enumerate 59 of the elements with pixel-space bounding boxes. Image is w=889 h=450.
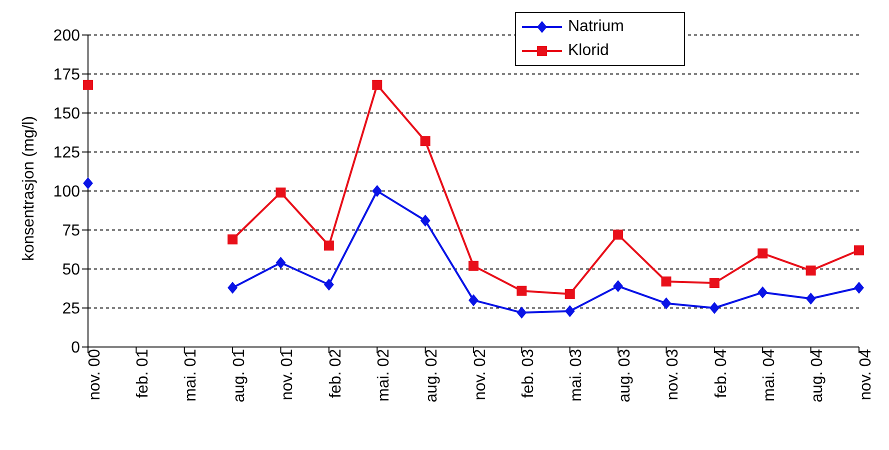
x-tick-label: feb. 02 bbox=[327, 348, 344, 398]
point bbox=[564, 305, 575, 318]
point bbox=[806, 266, 816, 276]
point bbox=[613, 280, 624, 292]
x-tick-label: aug. 03 bbox=[616, 348, 634, 402]
point bbox=[420, 214, 430, 227]
x-tick-label: feb. 03 bbox=[520, 348, 538, 398]
point bbox=[276, 256, 286, 269]
point bbox=[516, 286, 527, 296]
point bbox=[276, 188, 286, 198]
x-tick-label: aug. 04 bbox=[809, 348, 826, 402]
x-tick-label: nov. 03 bbox=[664, 348, 682, 400]
y-tick-label: 175 bbox=[53, 66, 80, 84]
x-tick-label: mai. 01 bbox=[182, 348, 200, 402]
y-tick-label: 200 bbox=[53, 28, 80, 45]
x-tick-label: nov. 04 bbox=[857, 348, 874, 400]
legend-label: Klorid bbox=[568, 42, 609, 60]
y-tick-label: 25 bbox=[62, 300, 80, 318]
x-tick-label: feb. 04 bbox=[712, 348, 730, 398]
point bbox=[854, 282, 864, 294]
y-tick-label: 0 bbox=[71, 340, 80, 357]
point bbox=[661, 297, 672, 310]
point bbox=[516, 306, 527, 319]
y-tick-label: 100 bbox=[53, 184, 80, 201]
point bbox=[420, 136, 430, 146]
point bbox=[758, 286, 768, 298]
point bbox=[468, 260, 478, 271]
y-tick-label: 150 bbox=[53, 106, 80, 123]
y-tick-label: 125 bbox=[53, 144, 80, 162]
legend-label: Natrium bbox=[568, 18, 624, 36]
x-tick-label: mai. 04 bbox=[760, 348, 778, 402]
point bbox=[709, 278, 720, 288]
x-tick-label: nov. 00 bbox=[86, 348, 104, 400]
point bbox=[564, 288, 575, 299]
point bbox=[613, 230, 624, 240]
x-tick-label: aug. 01 bbox=[230, 348, 248, 402]
point bbox=[83, 177, 93, 190]
y-tick-label: 50 bbox=[62, 262, 80, 279]
y-tick-label: 75 bbox=[62, 222, 80, 240]
point bbox=[83, 80, 93, 90]
point bbox=[806, 292, 816, 305]
x-tick-label: mai. 02 bbox=[375, 348, 392, 402]
x-tick-label: mai. 03 bbox=[568, 348, 586, 402]
point bbox=[228, 234, 238, 244]
point bbox=[372, 80, 382, 90]
point bbox=[324, 240, 334, 251]
x-tick-label: aug. 02 bbox=[424, 348, 441, 402]
point bbox=[758, 248, 768, 258]
point bbox=[372, 185, 382, 197]
x-tick-label: nov. 01 bbox=[279, 348, 296, 400]
point bbox=[854, 245, 864, 256]
point bbox=[324, 278, 334, 291]
point bbox=[468, 294, 478, 306]
y-axis-title: konsentrasjon (mg/l) bbox=[20, 116, 38, 261]
point bbox=[228, 282, 238, 294]
point bbox=[661, 276, 672, 286]
x-tick-label: feb. 01 bbox=[134, 348, 152, 398]
point bbox=[709, 302, 720, 314]
x-tick-label: nov. 02 bbox=[472, 348, 489, 400]
